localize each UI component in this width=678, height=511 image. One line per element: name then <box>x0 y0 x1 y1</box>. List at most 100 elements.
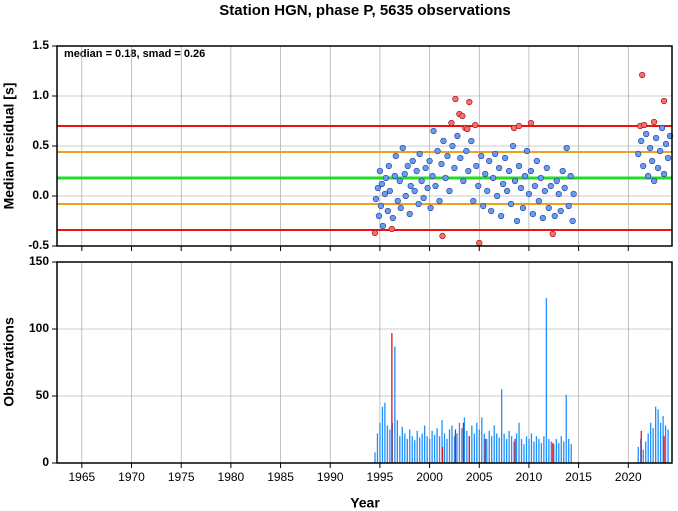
data-point <box>498 212 505 220</box>
data-point <box>557 207 564 215</box>
bar <box>501 389 503 463</box>
data-point <box>464 125 471 133</box>
bar <box>428 438 431 463</box>
bar <box>565 394 567 463</box>
data-point <box>371 229 379 237</box>
data-point <box>399 144 406 152</box>
bar <box>483 433 485 463</box>
data-point <box>531 182 538 190</box>
bar <box>552 442 554 463</box>
bar <box>525 436 528 463</box>
bar <box>523 444 525 463</box>
bar <box>458 422 461 463</box>
bar <box>394 346 396 463</box>
y-axis-label: Observations <box>1 317 17 407</box>
y-tick-label: 100 <box>29 321 49 335</box>
data-point <box>643 130 650 138</box>
bar <box>515 433 518 463</box>
bar <box>667 429 669 463</box>
bar <box>570 444 572 463</box>
y-tick-label: 50 <box>36 388 50 402</box>
data-point <box>411 187 418 195</box>
data-point <box>507 200 515 208</box>
bar <box>453 436 456 463</box>
data-point <box>647 144 654 152</box>
data-point <box>409 157 416 165</box>
data-point <box>406 210 413 218</box>
bar <box>473 433 475 463</box>
data-point <box>543 164 550 172</box>
y-tick-label: -0.5 <box>28 238 49 252</box>
bar <box>558 442 560 463</box>
data-point <box>501 154 509 162</box>
bar <box>386 425 389 463</box>
x-tick-label: 1965 <box>68 470 95 484</box>
bar <box>443 433 446 463</box>
data-point <box>439 232 446 240</box>
bar <box>401 426 403 463</box>
data-point <box>662 140 670 148</box>
data-point <box>386 187 393 195</box>
bar <box>508 430 510 463</box>
bar <box>530 433 533 463</box>
x-tick-label: 1975 <box>168 470 195 484</box>
data-point <box>457 154 464 162</box>
data-point <box>466 98 473 106</box>
bar <box>498 437 500 463</box>
data-point <box>529 210 537 218</box>
bar <box>533 441 535 463</box>
data-point <box>407 182 414 190</box>
data-point <box>416 150 423 158</box>
data-point <box>438 160 445 168</box>
data-point <box>664 154 672 162</box>
data-point <box>415 200 422 208</box>
data-point <box>434 147 441 155</box>
data-point <box>452 95 459 103</box>
annotation: median = 0.18, smad = 0.26 <box>64 48 205 60</box>
bar <box>550 441 552 463</box>
bar <box>540 442 543 463</box>
bar <box>419 437 421 463</box>
data-point <box>420 194 427 202</box>
x-tick-label: 1980 <box>218 470 245 484</box>
x-tick-label: 2020 <box>615 470 642 484</box>
data-point <box>484 187 491 195</box>
x-tick-label: 2010 <box>516 470 543 484</box>
data-point <box>527 167 535 175</box>
data-point <box>429 172 436 180</box>
bar <box>448 429 451 463</box>
data-point <box>470 197 477 205</box>
data-point <box>517 184 525 192</box>
data-point <box>379 222 386 230</box>
data-point <box>376 167 383 175</box>
data-point <box>515 122 523 130</box>
bar <box>466 430 468 463</box>
bar <box>560 436 562 463</box>
y-axis-label: Median residual [s] <box>1 83 17 210</box>
data-point <box>430 127 437 135</box>
bar <box>514 438 516 463</box>
data-point <box>413 167 420 175</box>
data-point <box>569 217 576 225</box>
x-axis-label: Year <box>350 495 380 511</box>
bar <box>379 422 381 463</box>
data-point <box>374 184 382 192</box>
bar <box>399 436 401 463</box>
plot-frame <box>56 261 673 464</box>
data-point <box>426 157 433 165</box>
data-point <box>523 147 531 155</box>
bar <box>384 402 386 463</box>
data-point <box>570 190 577 198</box>
data-point <box>473 162 480 170</box>
data-point <box>547 182 554 190</box>
bar <box>414 440 416 463</box>
data-point <box>389 214 396 222</box>
bar <box>376 433 379 463</box>
bar <box>486 438 488 463</box>
bar <box>657 409 659 463</box>
y-tick-label: 0.5 <box>32 138 49 152</box>
data-point <box>559 167 566 175</box>
data-point <box>511 177 519 185</box>
bar <box>535 436 538 463</box>
bar <box>664 425 667 463</box>
